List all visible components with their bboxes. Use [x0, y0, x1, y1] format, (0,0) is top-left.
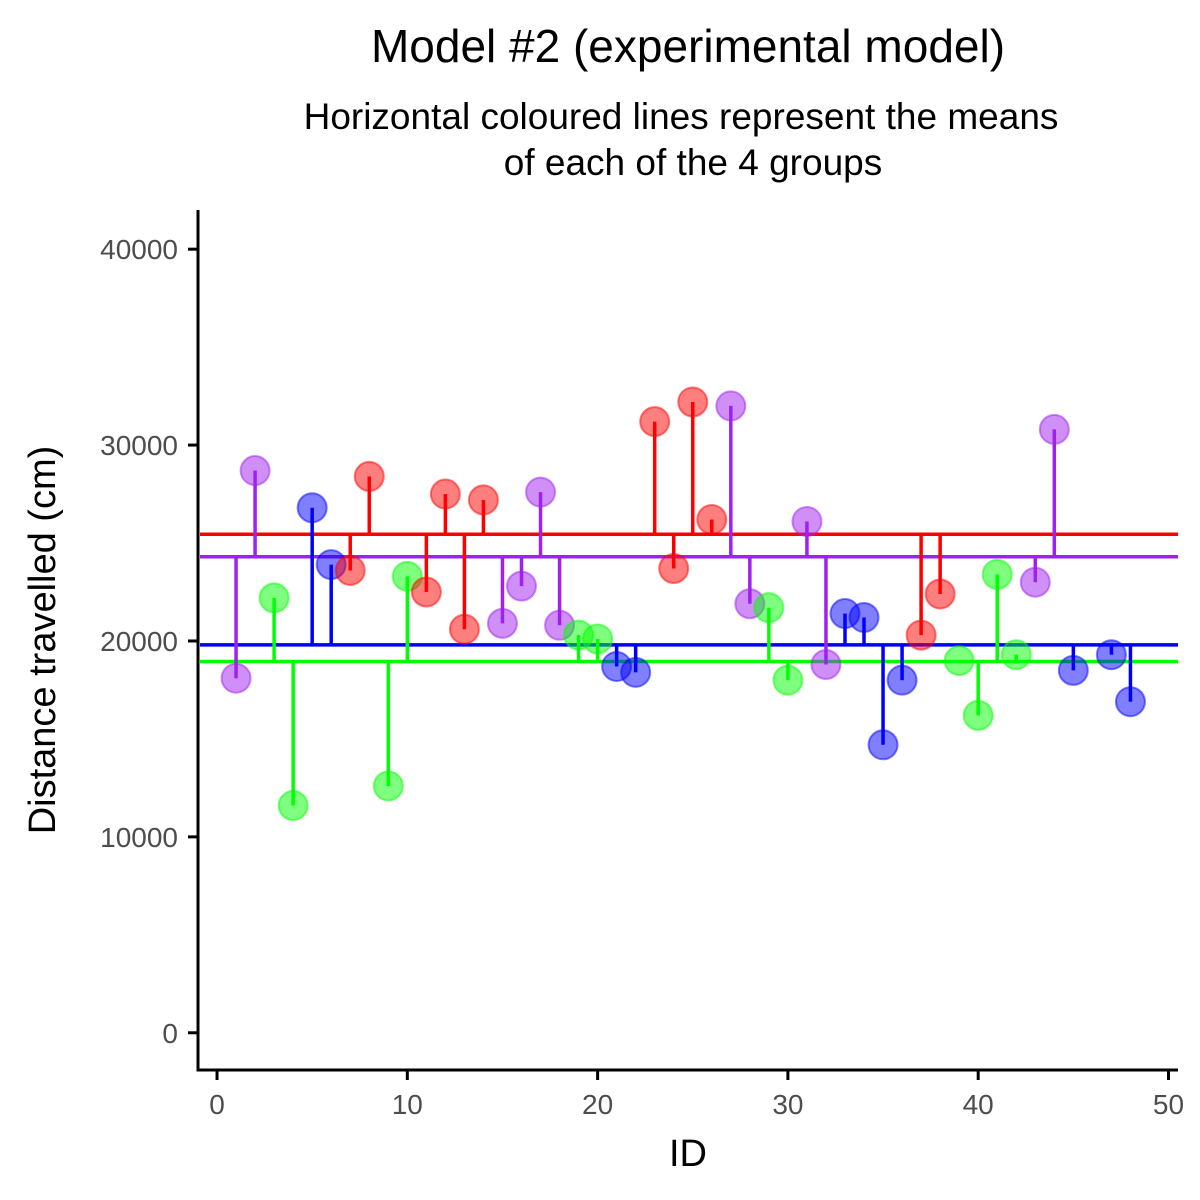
data-point-5 — [296, 492, 328, 524]
y-axis-title: Distance travelled (cm) — [22, 446, 64, 835]
data-point-23 — [639, 406, 671, 438]
x-tick-label-50: 50 — [1153, 1089, 1184, 1120]
data-point-41 — [981, 558, 1013, 590]
data-point-11 — [410, 576, 442, 608]
data-point-4 — [277, 790, 309, 822]
data-point-48 — [1114, 686, 1146, 718]
data-point-8 — [353, 460, 385, 492]
data-point-43 — [1019, 566, 1051, 598]
data-point-15 — [486, 607, 518, 639]
data-point-40 — [962, 699, 994, 731]
data-point-9 — [372, 770, 404, 802]
data-point-34 — [848, 601, 880, 633]
data-point-13 — [448, 613, 480, 645]
data-point-7 — [334, 554, 366, 586]
data-point-12 — [429, 478, 461, 510]
x-tick-label-40: 40 — [963, 1089, 994, 1120]
data-point-35 — [867, 729, 899, 761]
data-point-22 — [620, 656, 652, 688]
data-point-45 — [1057, 654, 1089, 686]
data-point-24 — [658, 552, 690, 584]
chart-subtitle-line-1: Horizontal coloured lines represent the … — [304, 96, 1059, 137]
data-point-42 — [1000, 639, 1032, 671]
y-tick-label-0: 0 — [162, 1018, 178, 1049]
data-point-16 — [505, 570, 537, 602]
y-tick-label-40000: 40000 — [100, 234, 178, 265]
data-point-37 — [905, 619, 937, 651]
x-axis-title: ID — [669, 1133, 707, 1175]
data-point-26 — [696, 504, 728, 536]
x-tick-label-20: 20 — [582, 1089, 613, 1120]
data-point-29 — [753, 592, 785, 624]
data-point-27 — [715, 390, 747, 422]
chart-title: Model #2 (experimental model) — [371, 20, 1005, 72]
data-point-36 — [886, 664, 918, 696]
data-point-3 — [258, 582, 290, 614]
data-points — [220, 386, 1146, 822]
data-point-39 — [943, 645, 975, 677]
data-point-1 — [220, 662, 252, 694]
y-tick-label-30000: 30000 — [100, 430, 178, 461]
x-tick-label-0: 0 — [209, 1089, 225, 1120]
data-point-20 — [582, 623, 614, 655]
data-point-30 — [772, 664, 804, 696]
data-point-25 — [677, 386, 709, 418]
y-tick-label-10000: 10000 — [100, 822, 178, 853]
data-point-17 — [525, 476, 557, 508]
axes: 0 10000 20000 30000 40000 0 10 20 30 40 50 — [100, 210, 1184, 1120]
x-tick-label-10: 10 — [392, 1089, 423, 1120]
mean-lines — [200, 532, 1178, 664]
data-point-47 — [1095, 639, 1127, 671]
data-point-31 — [791, 505, 823, 537]
data-point-44 — [1038, 413, 1070, 445]
data-point-32 — [810, 648, 842, 680]
x-tick-label-30: 30 — [772, 1089, 803, 1120]
data-point-38 — [924, 578, 956, 610]
data-point-2 — [239, 455, 271, 487]
data-point-14 — [467, 484, 499, 516]
y-tick-label-20000: 20000 — [100, 626, 178, 657]
chart-subtitle-line-2: of each of the 4 groups — [504, 142, 883, 183]
